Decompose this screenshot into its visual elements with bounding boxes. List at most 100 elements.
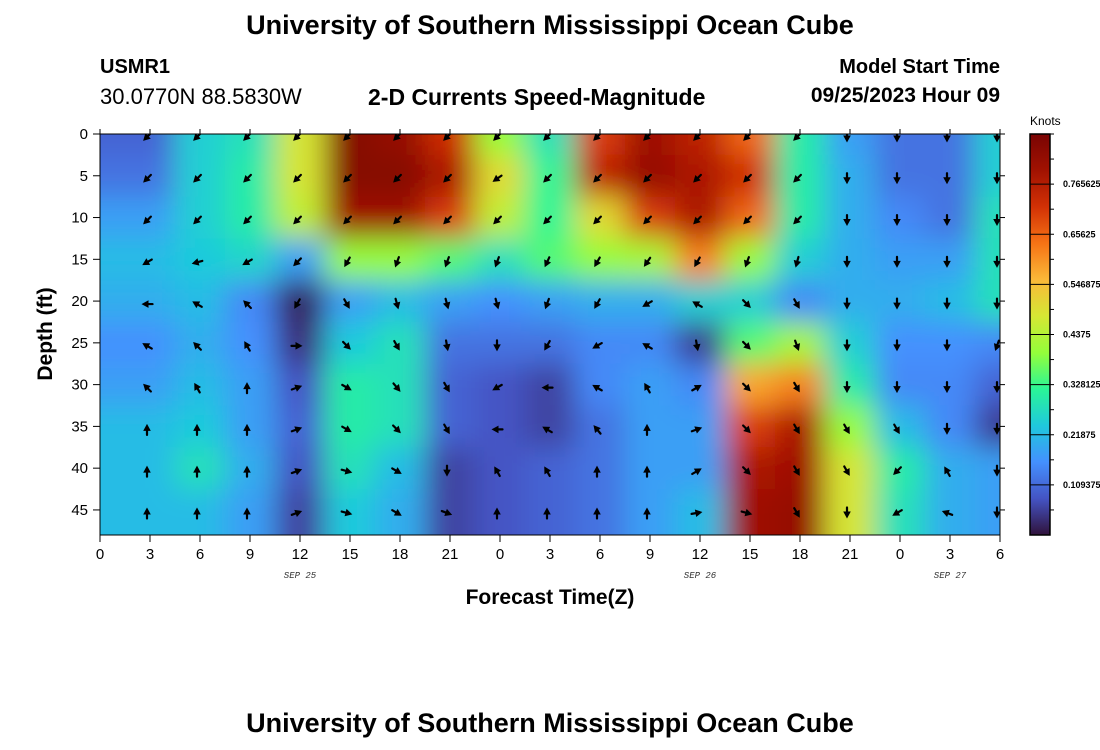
current-arrow [493, 507, 501, 520]
heat-cell [875, 363, 926, 407]
current-arrow [143, 423, 151, 436]
current-arrow [843, 213, 851, 227]
current-arrow [442, 297, 451, 310]
heat-cell [575, 447, 626, 491]
current-arrow [993, 422, 1000, 435]
current-arrow [993, 213, 1000, 227]
current-arrow [243, 507, 251, 520]
current-arrow [943, 134, 951, 143]
x-tick-label: 3 [146, 546, 154, 563]
heat-cell [525, 447, 576, 491]
current-arrow [690, 426, 703, 434]
heat-cell [325, 363, 376, 407]
current-arrow [943, 422, 951, 435]
current-arrow [243, 215, 252, 225]
current-arrow [193, 423, 201, 436]
x-tick-label: 3 [946, 546, 954, 563]
current-arrow [290, 468, 303, 476]
current-arrow [493, 215, 502, 225]
current-arrow [793, 215, 802, 225]
heat-cell [100, 405, 176, 449]
current-arrow [293, 257, 302, 267]
current-arrow [391, 508, 402, 516]
x-tick-label: 18 [792, 546, 809, 563]
current-arrow [342, 298, 350, 309]
y-tick-label: 30 [71, 377, 88, 394]
current-arrow [294, 298, 302, 309]
heat-cell [875, 154, 926, 198]
current-arrow [290, 426, 303, 434]
current-arrow [592, 384, 603, 392]
current-arrow [290, 509, 303, 518]
x-tick-label: 3 [546, 546, 554, 563]
heat-cell [975, 154, 1000, 198]
heat-cell [625, 489, 676, 535]
heat-cell [100, 447, 176, 491]
x-tick-label: 21 [842, 546, 859, 563]
current-arrow [593, 425, 602, 435]
current-arrow [792, 465, 800, 476]
heat-cell [100, 321, 176, 365]
current-arrow [943, 297, 951, 310]
heat-cell [825, 447, 876, 491]
heat-cell [375, 363, 426, 407]
heat-cell [525, 238, 576, 282]
x-tick-label: 12 [292, 546, 309, 563]
colorbar-tick-label: 0.4375 [1063, 330, 1091, 340]
current-arrow [793, 173, 802, 183]
current-arrow [243, 173, 252, 183]
heat-cell [375, 405, 426, 449]
current-arrow [842, 423, 850, 435]
current-arrow [694, 256, 702, 268]
current-arrow [492, 297, 501, 310]
current-arrow [893, 172, 901, 185]
current-arrow [192, 301, 203, 309]
current-arrow [941, 509, 954, 518]
current-arrow [893, 297, 901, 310]
heat-cell [925, 447, 976, 491]
current-arrow [944, 466, 952, 478]
heat-cell [875, 134, 926, 156]
heat-cell [975, 447, 1000, 491]
heat-cell [875, 196, 926, 240]
current-arrow [193, 215, 202, 225]
current-arrow [690, 509, 703, 517]
heat-cell [675, 238, 726, 282]
current-arrow [243, 300, 252, 310]
heat-cell [925, 154, 976, 198]
heat-cell [100, 196, 176, 240]
heat-cell [325, 134, 376, 156]
current-arrow [943, 213, 951, 227]
current-arrow [843, 255, 851, 268]
current-arrow [993, 339, 1000, 352]
current-arrow [792, 298, 800, 309]
current-arrow [392, 339, 400, 351]
heat-cell [975, 321, 1000, 365]
heat-cell [825, 489, 876, 535]
heat-cell [875, 321, 926, 365]
heat-cell [725, 238, 776, 282]
current-arrow [893, 339, 901, 352]
current-arrow [592, 341, 603, 349]
heat-cell [100, 154, 176, 198]
x-tick-label: 6 [196, 546, 204, 563]
x-tick-label: 0 [96, 546, 104, 563]
heat-cell [825, 238, 876, 282]
heat-cell [825, 321, 876, 365]
current-arrow [693, 173, 702, 183]
station-coordinates: 30.0770N 88.5830W [100, 84, 302, 109]
current-arrow [593, 215, 602, 225]
y-tick-label: 40 [71, 460, 88, 477]
current-arrow [993, 297, 1000, 310]
current-arrow [594, 298, 602, 309]
heat-cell [775, 280, 826, 323]
y-axis: 0 5 10 15 20 25 30 35 40 45 [71, 126, 1005, 519]
current-arrow [542, 426, 553, 434]
speed-heatmap [100, 134, 1000, 535]
current-arrow [443, 173, 452, 183]
current-arrow [343, 173, 352, 183]
heat-cell [775, 405, 826, 449]
current-arrow [843, 506, 851, 519]
heat-cell [100, 363, 176, 407]
heat-cell [275, 363, 326, 407]
